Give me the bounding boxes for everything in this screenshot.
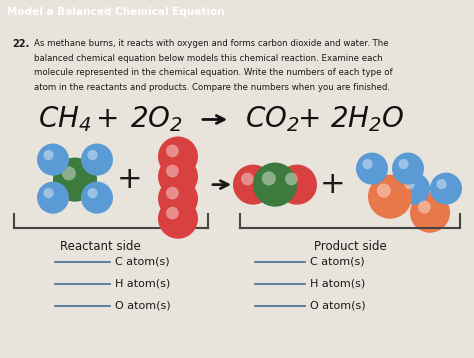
Text: balanced chemical equation below models this chemical reaction. Examine each: balanced chemical equation below models … [34, 54, 383, 63]
Text: O atom(s): O atom(s) [115, 301, 171, 311]
Text: atom in the reactants and products. Compare the numbers when you are finished.: atom in the reactants and products. Comp… [34, 83, 390, 92]
Text: $\mathregular{2H_2O}$: $\mathregular{2H_2O}$ [330, 105, 405, 134]
Text: As methane burns, it reacts with oxygen and forms carbon dioxide and water. The: As methane burns, it reacts with oxygen … [34, 39, 389, 48]
Circle shape [410, 193, 450, 233]
Circle shape [166, 187, 179, 199]
Circle shape [392, 153, 424, 185]
Circle shape [241, 173, 254, 185]
Circle shape [158, 199, 198, 239]
Circle shape [166, 207, 179, 219]
Circle shape [418, 200, 431, 213]
Circle shape [277, 165, 317, 205]
Text: Model a Balanced Chemical Equation: Model a Balanced Chemical Equation [7, 7, 225, 17]
Circle shape [253, 163, 297, 207]
Text: $\mathregular{CH_4}$: $\mathregular{CH_4}$ [38, 105, 91, 134]
Circle shape [398, 173, 430, 205]
Circle shape [233, 165, 273, 205]
Circle shape [37, 144, 69, 176]
Circle shape [158, 136, 198, 176]
Text: C atom(s): C atom(s) [310, 257, 365, 267]
Text: +: + [117, 165, 143, 194]
Text: C atom(s): C atom(s) [115, 257, 170, 267]
Circle shape [158, 156, 198, 197]
Text: molecule represented in the chemical equation. Write the numbers of each type of: molecule represented in the chemical equ… [34, 68, 392, 77]
Text: $\mathregular{2O_2}$: $\mathregular{2O_2}$ [130, 105, 183, 134]
Text: O atom(s): O atom(s) [310, 301, 365, 311]
Circle shape [37, 182, 69, 214]
Text: H atom(s): H atom(s) [115, 279, 170, 289]
Text: $\mathregular{CO_2}$: $\mathregular{CO_2}$ [245, 105, 300, 134]
Circle shape [356, 153, 388, 185]
Circle shape [437, 179, 447, 189]
Circle shape [404, 179, 415, 189]
Circle shape [430, 173, 462, 205]
Circle shape [87, 188, 98, 198]
Text: Product side: Product side [314, 240, 386, 253]
Circle shape [44, 188, 54, 198]
Circle shape [363, 159, 373, 169]
Text: +: + [96, 106, 120, 134]
Circle shape [81, 144, 113, 176]
Circle shape [399, 159, 409, 169]
Text: +: + [320, 170, 346, 199]
Text: 22.: 22. [12, 39, 29, 49]
Circle shape [262, 171, 276, 185]
Circle shape [62, 166, 76, 180]
Text: H atom(s): H atom(s) [310, 279, 365, 289]
Circle shape [158, 179, 198, 219]
Circle shape [377, 183, 391, 198]
Text: +: + [298, 106, 322, 134]
Circle shape [166, 145, 179, 158]
Circle shape [285, 173, 298, 185]
Circle shape [44, 150, 54, 160]
Circle shape [87, 150, 98, 160]
Circle shape [368, 175, 412, 219]
Circle shape [81, 182, 113, 214]
Text: Reactant side: Reactant side [60, 240, 140, 253]
Circle shape [53, 158, 97, 202]
Circle shape [166, 165, 179, 178]
